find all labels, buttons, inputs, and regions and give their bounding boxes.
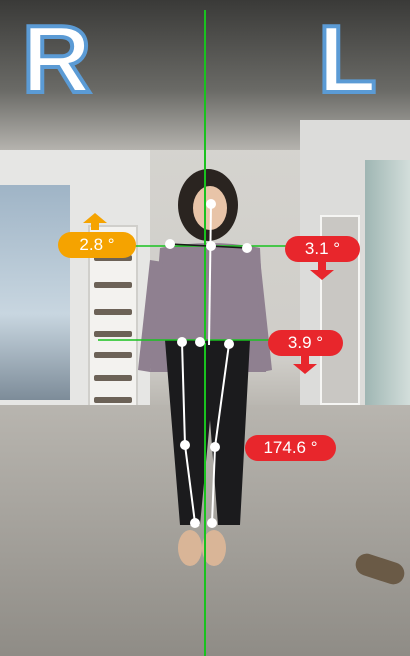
head-joint bbox=[206, 199, 216, 209]
left-shoulder-joint bbox=[242, 243, 252, 253]
right-panel bbox=[365, 160, 410, 440]
spine-line bbox=[208, 203, 212, 346]
shoulder-right-angle-badge: 2.8 ° bbox=[58, 232, 136, 258]
right-hip-joint bbox=[177, 337, 187, 347]
shoulder-left-arrow-stem bbox=[318, 262, 326, 270]
glass-window bbox=[0, 185, 70, 400]
arrow-down-icon bbox=[310, 270, 334, 280]
neck-joint bbox=[206, 241, 216, 251]
pelvis-arrow-stem bbox=[301, 356, 309, 364]
right-side-label: R bbox=[20, 6, 93, 113]
shoulder-left-angle-badge: 3.1 ° bbox=[285, 236, 360, 262]
arrow-up-icon bbox=[83, 213, 107, 223]
left-hip-joint bbox=[224, 339, 234, 349]
left-ankle-joint bbox=[207, 518, 217, 528]
left-knee-joint bbox=[210, 442, 220, 452]
joint-points bbox=[165, 199, 252, 528]
arrow-down-icon bbox=[293, 364, 317, 374]
left-side-label: L bbox=[316, 6, 379, 113]
shoulder-right-arrow-stem bbox=[91, 222, 99, 230]
right-leg-line bbox=[181, 341, 196, 524]
right-shoulder-joint bbox=[165, 239, 175, 249]
right-ankle-joint bbox=[190, 518, 200, 528]
left-leg-line bbox=[211, 343, 230, 524]
right-knee-joint bbox=[180, 440, 190, 450]
knee-angle-badge: 174.6 ° bbox=[245, 435, 336, 461]
pelvis-angle-badge: 3.9 ° bbox=[268, 330, 343, 356]
mid-hip-joint bbox=[195, 337, 205, 347]
